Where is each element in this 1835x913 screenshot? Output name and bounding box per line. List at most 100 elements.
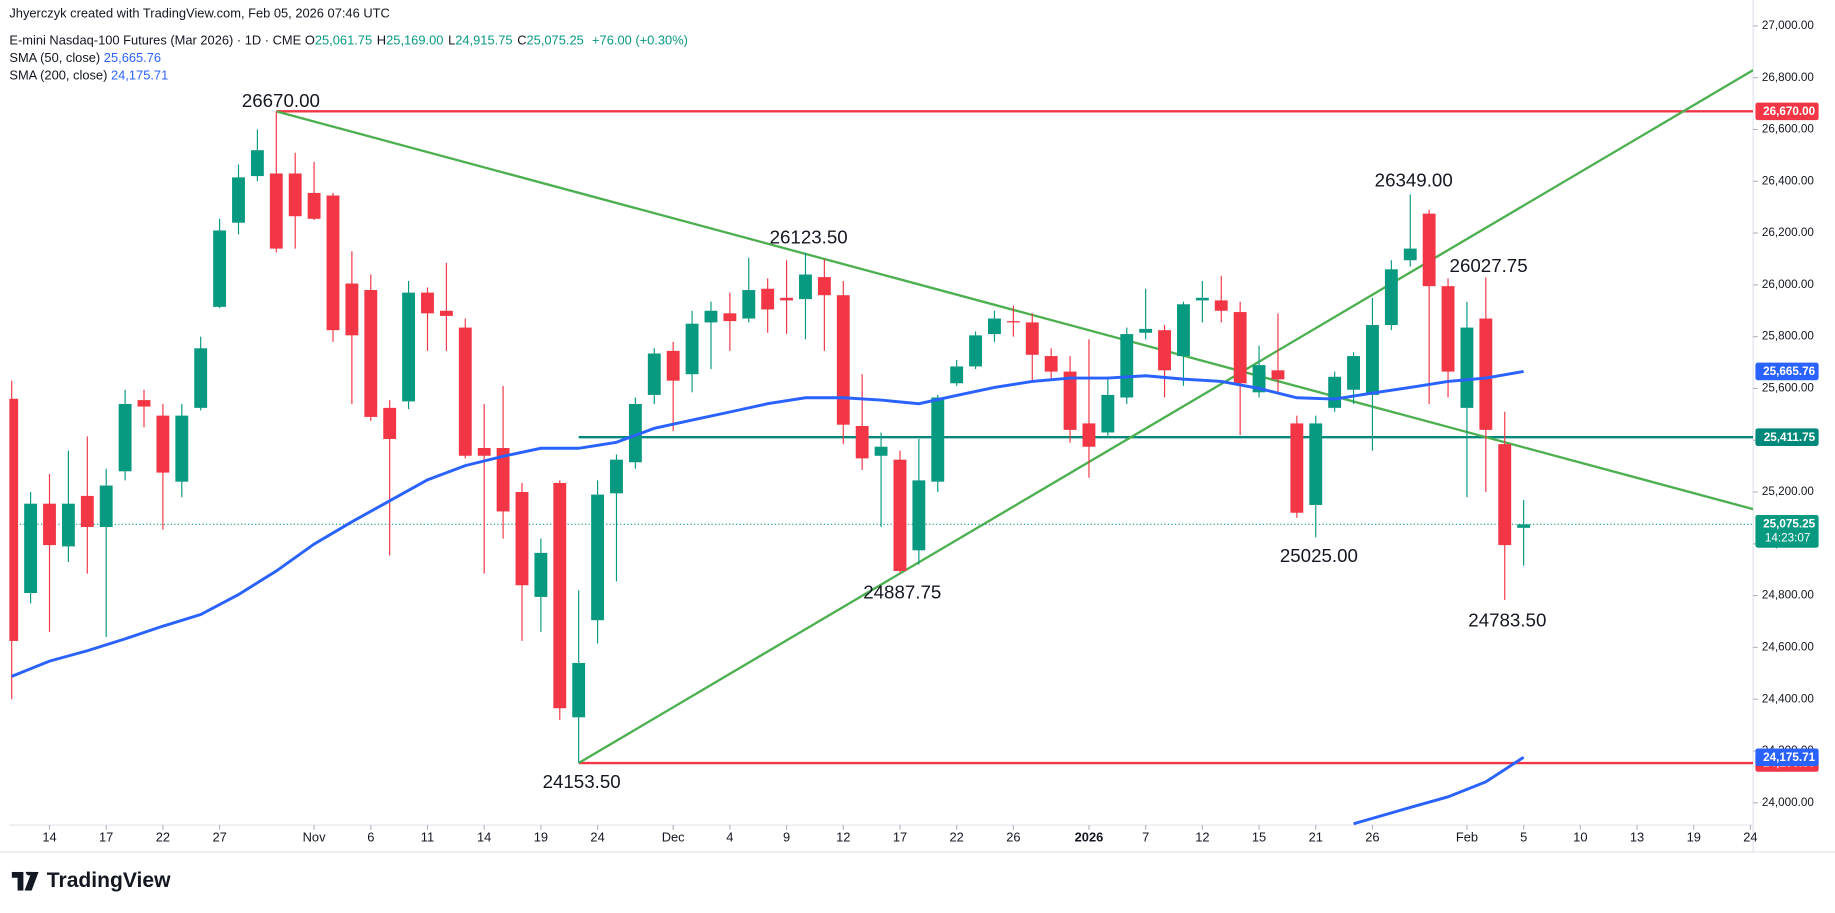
x-tick-label: 9 — [783, 829, 790, 844]
candle-body — [912, 480, 926, 551]
ohlc-value: 24,915.75 — [455, 33, 513, 48]
candle-body — [799, 274, 812, 300]
y-tick-label: 24,800.00 — [1762, 589, 1814, 602]
candle-body — [1214, 300, 1228, 311]
y-tick-label: 27,000.00 — [1762, 19, 1814, 32]
indicator-value: 25,665.76 — [103, 51, 162, 66]
ohlc-value: 25,169.00 — [386, 33, 444, 48]
price-annotation: 24783.50 — [1468, 609, 1546, 630]
candle-body — [950, 366, 964, 384]
price-annotation: 26349.00 — [1375, 169, 1453, 190]
candle-body — [534, 552, 548, 597]
price-annotation: 26670.00 — [242, 90, 320, 111]
x-tick-label: 26 — [1365, 829, 1379, 844]
candle-body — [1366, 324, 1379, 395]
candle-body — [855, 425, 869, 459]
candle-body — [137, 400, 151, 407]
x-tick-label: Dec — [662, 829, 685, 844]
brand-name: TradingView — [46, 868, 171, 892]
last-price-badge — [1755, 514, 1819, 548]
y-tick-label: 26,000.00 — [1762, 278, 1814, 291]
candle-body — [402, 292, 416, 402]
candle-body — [780, 297, 794, 301]
candle-body — [1195, 297, 1209, 301]
ohlc-key: C — [517, 33, 527, 48]
price-annotation: 26123.50 — [770, 227, 848, 248]
candle-body — [893, 459, 907, 572]
candle-body — [761, 288, 775, 310]
candle-body — [591, 494, 605, 621]
indicator-value: 24,175.71 — [110, 69, 169, 84]
candle-body — [232, 177, 245, 223]
candle-body — [704, 310, 718, 323]
ohlc: O25,061.75 H25,169.00 L24,915.75 C25,075.25 — [305, 34, 589, 48]
ohlc-key: L — [448, 33, 456, 48]
y-tick-label: 24,600.00 — [1762, 640, 1814, 653]
candle-body — [1063, 371, 1077, 430]
candle-body — [1158, 330, 1171, 371]
candle-body — [1044, 356, 1058, 372]
credit: Jhyerczyk created with TradingView.com, … — [9, 7, 390, 22]
candle-body — [383, 407, 397, 439]
candle-body — [421, 292, 434, 314]
candle-body — [213, 230, 227, 307]
sma-line — [11, 369, 1524, 678]
candle-body — [1120, 334, 1134, 398]
x-tick-label: 27 — [212, 829, 226, 844]
x-tick-label: 26 — [1006, 829, 1020, 844]
x-tick-label: 4 — [726, 829, 733, 844]
candle-body — [988, 318, 1001, 335]
candle-body — [1422, 213, 1436, 287]
candle-body — [1498, 444, 1512, 546]
candle-body — [742, 290, 756, 319]
candle-body — [1082, 423, 1096, 447]
candle-body — [1101, 394, 1115, 433]
candle-body — [572, 662, 586, 718]
overlays: 26670.00 26123.50 26349.00 26027.75 25025.00… — [242, 90, 1547, 792]
y-tick-label: 26,200.00 — [1762, 226, 1814, 239]
sma-badge: 24,175.71 — [1763, 751, 1815, 764]
axes: 24,000.0024,200.0024,400.0024,600.0024,8… — [42, 19, 1819, 844]
candle-body — [194, 348, 208, 408]
candle-body — [836, 295, 850, 425]
candle-body — [1252, 365, 1266, 393]
price-annotation: 25025.00 — [1280, 545, 1358, 566]
indicator-name: SMA (200, close) — [9, 69, 108, 84]
x-tick-label: 15 — [1252, 829, 1266, 844]
candle-body — [307, 192, 321, 219]
candle-body — [1347, 356, 1360, 390]
candle-body — [969, 335, 983, 367]
level-badge-bg — [1755, 102, 1819, 121]
ohlc-key: O — [304, 33, 315, 48]
candle-body — [628, 403, 642, 463]
x-tick-label: 24 — [1743, 829, 1757, 844]
candle-body — [326, 195, 340, 331]
brand-logo — [11, 871, 39, 890]
x-tick-label: 14 — [477, 829, 491, 844]
candle-body — [553, 482, 567, 709]
level-badge: 26,670.00 — [1763, 105, 1815, 118]
x-tick-label: 13 — [1630, 829, 1644, 844]
x-tick-label: 21 — [1309, 829, 1323, 844]
y-tick-label: 24,000.00 — [1762, 796, 1814, 809]
trendline — [578, 69, 1754, 765]
candle-body — [364, 290, 378, 417]
candle-body — [666, 350, 680, 381]
candle-body — [685, 323, 699, 375]
x-tick-label: 6 — [367, 829, 374, 844]
brand: TradingView — [11, 868, 171, 893]
candle-body — [80, 495, 94, 527]
change: +76.00 (+0.30%) — [592, 33, 688, 48]
candle-body — [874, 446, 888, 456]
x-tick-label: 19 — [1687, 829, 1701, 844]
candle-body — [647, 353, 661, 395]
x-tick-label: Feb — [1456, 829, 1478, 844]
x-tick-label: 22 — [156, 829, 170, 844]
candle-body — [1025, 322, 1039, 355]
candle-body — [175, 415, 189, 482]
candle-body — [1517, 524, 1531, 528]
symbol: E-mini Nasdaq-100 Futures (Mar 2026) · 1… — [9, 33, 302, 48]
candle-body — [1460, 327, 1474, 408]
